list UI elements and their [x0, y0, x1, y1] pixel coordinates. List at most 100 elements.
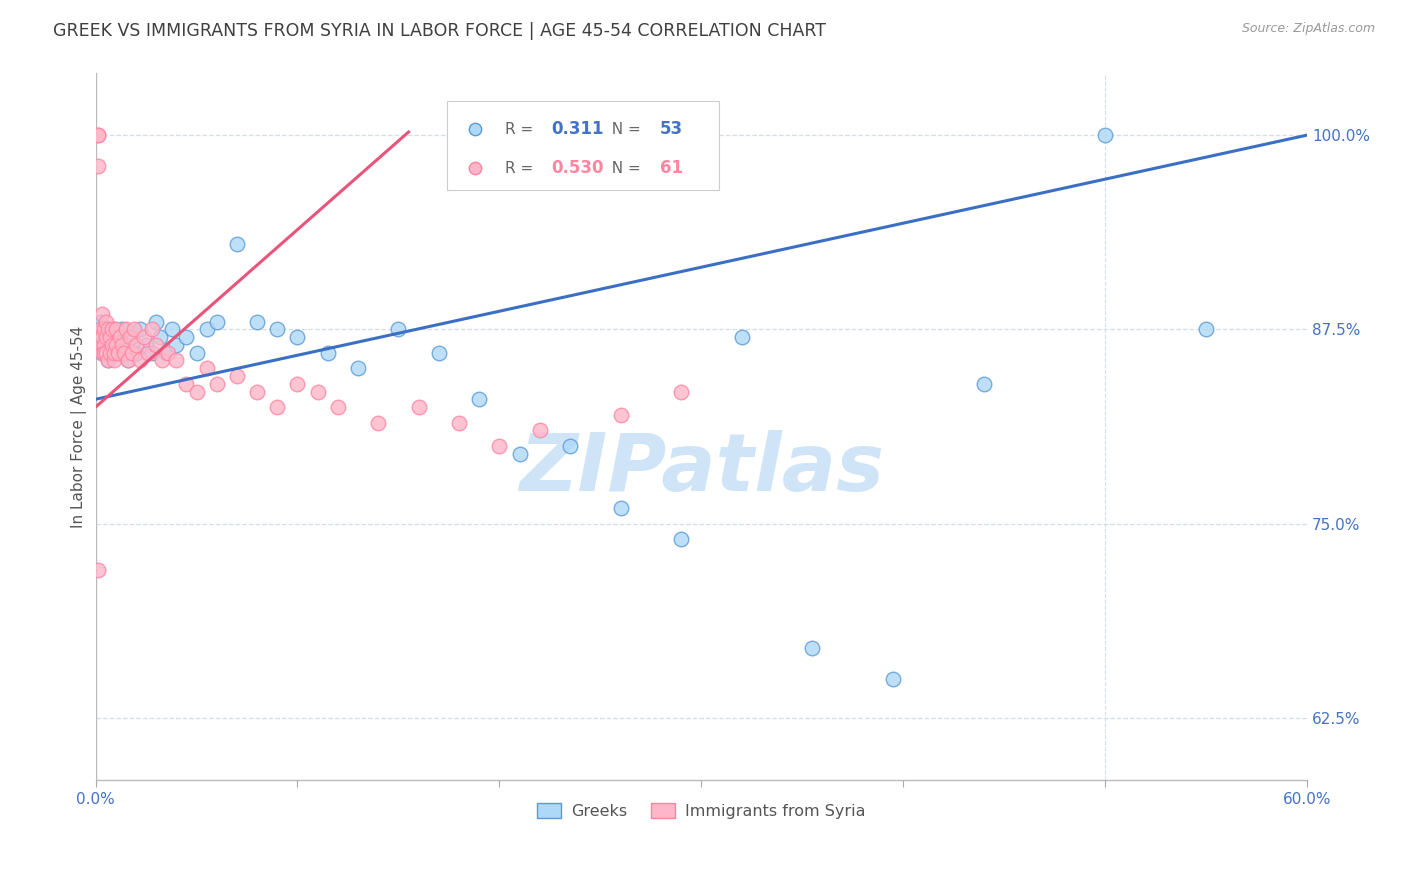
Point [94, 345, 117, 359]
Point [609, 501, 631, 516]
Point [488, 439, 510, 453]
Point [307, 384, 329, 399]
Point [468, 392, 491, 407]
Point [98, 345, 121, 359]
Point [129, 322, 152, 336]
Point [89, 330, 111, 344]
Point [149, 330, 172, 344]
Point [558, 439, 581, 453]
Text: 0.530: 0.530 [551, 159, 603, 178]
Point [97, 322, 120, 336]
Point [509, 447, 531, 461]
Point [125, 345, 148, 359]
Point [973, 376, 995, 391]
Point [108, 330, 131, 344]
Point [103, 345, 125, 359]
Point [157, 345, 180, 359]
Point [529, 423, 551, 437]
Text: GREEK VS IMMIGRANTS FROM SYRIA IN LABOR FORCE | AGE 45-54 CORRELATION CHART: GREEK VS IMMIGRANTS FROM SYRIA IN LABOR … [53, 22, 827, 40]
Point [408, 400, 430, 414]
Point [287, 330, 309, 344]
Point [801, 640, 824, 655]
Point [117, 353, 139, 368]
Point [347, 361, 370, 376]
Point [93, 338, 115, 352]
Point [145, 315, 167, 329]
Point [90, 345, 112, 359]
Point [89, 338, 111, 352]
Point [155, 345, 177, 359]
Point [93, 345, 115, 359]
Point [367, 416, 389, 430]
Point [246, 315, 269, 329]
Point [90, 322, 112, 336]
Point [447, 416, 470, 430]
Point [135, 338, 157, 352]
Point [104, 322, 127, 336]
Point [89, 338, 111, 352]
Point [186, 345, 208, 359]
Point [89, 315, 111, 329]
FancyBboxPatch shape [447, 102, 720, 190]
Point [86, 330, 108, 344]
Point [669, 384, 692, 399]
Point [107, 345, 129, 359]
Point [125, 338, 148, 352]
Point [205, 315, 228, 329]
Point [86, 322, 108, 336]
Point [609, 408, 631, 422]
Point [112, 345, 135, 359]
Point [94, 322, 117, 336]
Point [100, 338, 122, 352]
Point [145, 338, 167, 352]
Point [427, 345, 450, 359]
Text: R =: R = [505, 121, 538, 136]
Point [121, 330, 143, 344]
Text: R =: R = [505, 161, 538, 176]
Point [86, 159, 108, 173]
Point [195, 322, 218, 336]
Point [287, 376, 309, 391]
Point [165, 338, 187, 352]
Point [117, 353, 139, 368]
Point [150, 353, 173, 368]
Point [882, 672, 904, 686]
Point [98, 330, 121, 344]
Point [103, 353, 125, 368]
Point [176, 376, 198, 391]
Point [111, 338, 134, 352]
Point [104, 338, 127, 352]
Point [90, 330, 112, 344]
Point [132, 330, 155, 344]
Text: 0.311: 0.311 [551, 120, 603, 138]
Point [98, 330, 121, 344]
Point [316, 345, 339, 359]
Point [115, 322, 138, 336]
Point [86, 128, 108, 142]
Point [103, 322, 125, 336]
Y-axis label: In Labor Force | Age 45-54: In Labor Force | Age 45-54 [72, 326, 87, 527]
Point [90, 345, 112, 359]
Point [246, 384, 269, 399]
Text: 53: 53 [661, 120, 683, 138]
Point [162, 322, 184, 336]
Point [94, 345, 117, 359]
Legend: Greeks, Immigrants from Syria: Greeks, Immigrants from Syria [531, 797, 872, 825]
Point [97, 353, 120, 368]
Point [107, 345, 129, 359]
Point [326, 400, 349, 414]
Point [121, 345, 143, 359]
Point [108, 330, 131, 344]
Point [266, 322, 288, 336]
Point [226, 368, 249, 383]
Point [94, 315, 117, 329]
Point [118, 330, 141, 344]
Point [86, 563, 108, 577]
Point [100, 345, 122, 359]
Point [94, 330, 117, 344]
Point [266, 400, 288, 414]
Point [141, 322, 163, 336]
Point [136, 345, 159, 359]
Text: 61: 61 [661, 159, 683, 178]
Point [165, 353, 187, 368]
